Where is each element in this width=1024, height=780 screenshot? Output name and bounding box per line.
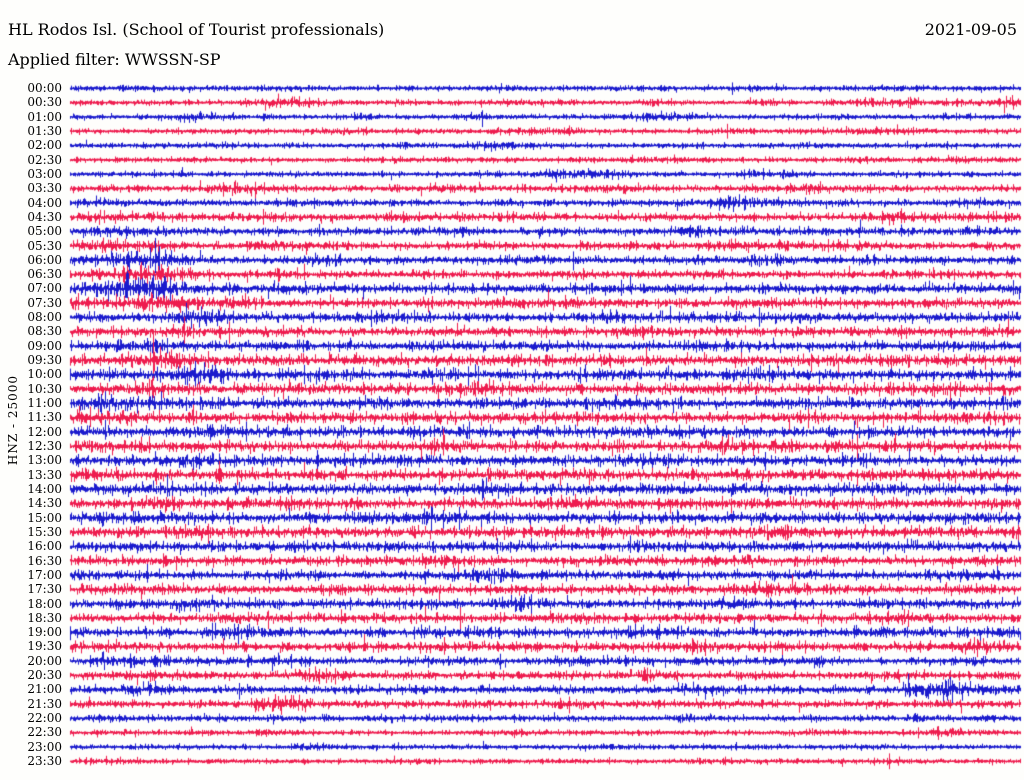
time-label: 07:00 <box>27 281 62 296</box>
time-label: 23:30 <box>27 754 62 769</box>
time-label: 13:00 <box>27 453 62 468</box>
time-label: 17:00 <box>27 567 62 582</box>
time-label: 22:30 <box>27 725 62 740</box>
time-label: 14:30 <box>27 496 62 511</box>
time-label: 05:00 <box>27 224 62 239</box>
time-label: 03:30 <box>27 181 62 196</box>
time-label: 20:30 <box>27 668 62 683</box>
time-label: 10:30 <box>27 381 62 396</box>
time-label: 04:00 <box>27 195 62 210</box>
time-label: 03:00 <box>27 166 62 181</box>
time-label: 00:30 <box>27 95 62 110</box>
time-label: 00:00 <box>27 81 62 95</box>
time-label: 10:00 <box>27 367 62 382</box>
time-label: 07:30 <box>27 295 62 310</box>
time-label: 18:30 <box>27 610 62 625</box>
time-label: 08:00 <box>27 310 62 325</box>
time-label: 01:00 <box>27 109 62 124</box>
applied-filter-label: Applied filter: WWSSN-SP <box>8 50 221 69</box>
time-label: 15:30 <box>27 524 62 539</box>
time-label: 14:00 <box>27 481 62 496</box>
time-label: 16:00 <box>27 539 62 554</box>
station-title: HL Rodos Isl. (School of Tourist profess… <box>8 20 385 39</box>
time-label: 08:30 <box>27 324 62 339</box>
time-label: 06:30 <box>27 267 62 282</box>
time-label: 11:00 <box>27 396 62 411</box>
time-label: 09:00 <box>27 338 62 353</box>
time-label: 16:30 <box>27 553 62 568</box>
time-label: 21:30 <box>27 696 62 711</box>
time-label: 09:30 <box>27 353 62 368</box>
time-label: 17:30 <box>27 582 62 597</box>
time-label: 12:00 <box>27 424 62 439</box>
time-label: 13:30 <box>27 467 62 482</box>
time-label: 06:00 <box>27 252 62 267</box>
time-label: 23:00 <box>27 739 62 754</box>
time-label: 02:30 <box>27 152 62 167</box>
time-label: 19:30 <box>27 639 62 654</box>
time-label: 11:30 <box>27 410 62 425</box>
time-label: 20:00 <box>27 653 62 668</box>
time-label: 19:00 <box>27 625 62 640</box>
time-label: 15:00 <box>27 510 62 525</box>
time-label: 02:00 <box>27 138 62 153</box>
time-label: 21:00 <box>27 682 62 697</box>
time-label: 04:30 <box>27 209 62 224</box>
time-label: 12:30 <box>27 439 62 453</box>
time-label: 05:30 <box>27 238 62 253</box>
date-label: 2021-09-05 <box>924 20 1017 39</box>
time-label: 18:00 <box>27 596 62 611</box>
time-label: 22:00 <box>27 711 62 726</box>
time-label: 01:30 <box>27 123 62 138</box>
